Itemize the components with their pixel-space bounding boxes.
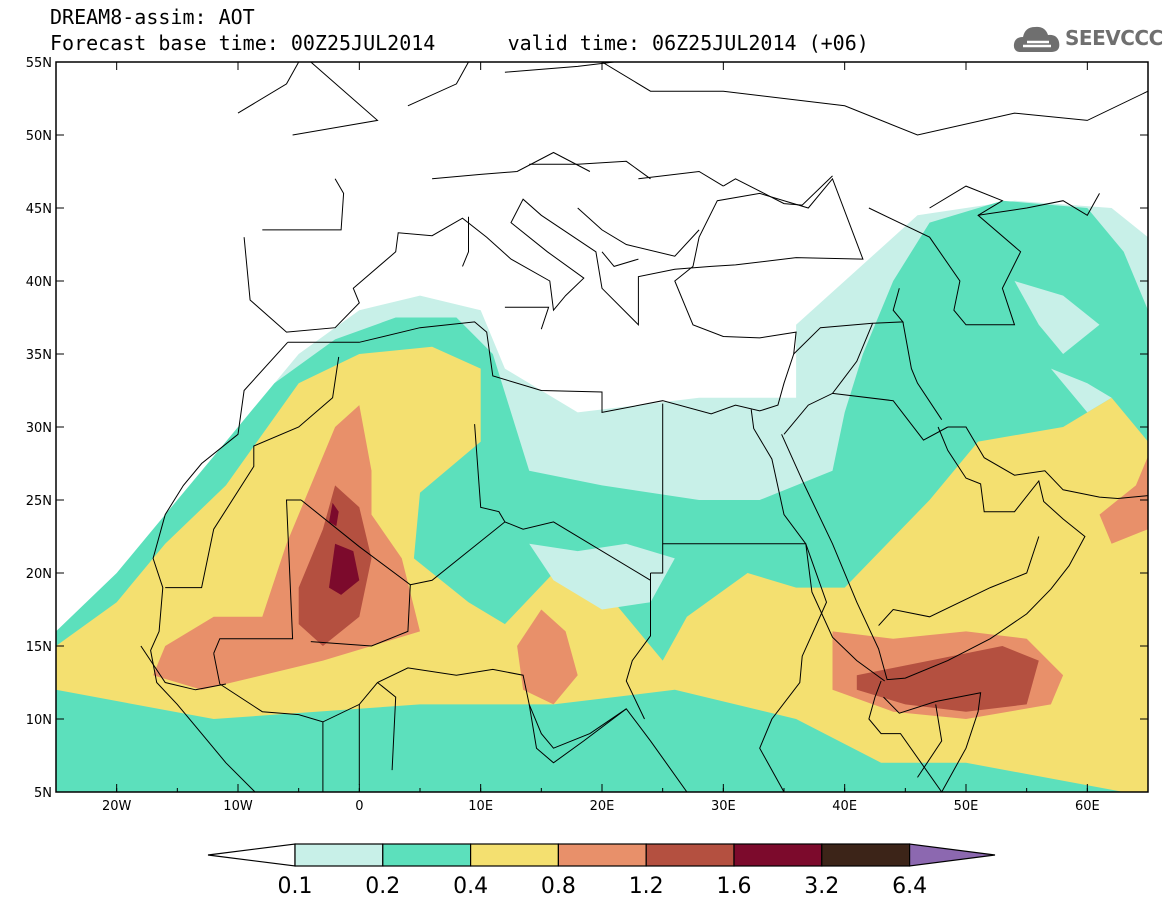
map-line-17 [213,499,302,654]
map-line-29 [868,680,943,792]
lon-tick-label: 20E [590,799,615,814]
colorbar-label: 0.8 [541,874,576,899]
colorbar-label: 0.2 [365,874,400,899]
aot-contour-1.2-8 [856,646,1039,712]
axis-ticks: 20W 10W 0 10E 20E 30E 40E 50E 60E 55N 50N 45N 40N 35N… [26,56,1149,814]
aot-contour-1.6-10 [329,502,339,527]
coastlines-and-borders [140,62,1148,792]
map-line-1 [150,341,289,792]
map-line-14 [883,692,982,792]
lat-tick-label: 55N [26,56,52,71]
colorbar-label: 0.4 [453,874,488,899]
map-line-5 [407,62,469,107]
map-line-16 [165,356,340,589]
colorbar-swatch [821,843,911,867]
lat-tick-label: 50N [26,129,52,144]
map-line-8 [504,306,550,330]
aot-contour-0.8-6 [1099,456,1148,544]
map-line-40 [529,160,651,180]
low-aot-area-1 [529,543,675,610]
lon-tick-label: 10E [468,799,493,814]
lat-tick-label: 30N [26,421,52,436]
seevccc-logo: SEEVCCC [1013,22,1163,56]
lat-tick-label: 5N [34,786,52,801]
colorbar: 0.1 0.2 0.4 0.8 1.2 1.6 3.2 6.4 [207,843,996,899]
lat-tick-label: 25N [26,494,52,509]
colorbar-label: 3.2 [804,874,839,899]
chart-title: DREAM8-assim: AOT [50,5,255,29]
colorbar-label: 1.2 [629,874,664,899]
map-line-3 [292,62,379,136]
lat-tick-label: 10N [26,713,52,728]
lon-tick-label: 50E [954,799,979,814]
lon-tick-label: 60E [1075,799,1100,814]
map-line-9 [723,175,833,206]
map-line-37 [140,645,226,691]
lat-tick-label: 15N [26,640,52,655]
lon-tick-label: 10W [223,799,253,814]
map-line-26 [832,392,949,441]
lat-tick-label: 20N [26,567,52,582]
map-line-18 [300,499,411,647]
colorbar-label: 6.4 [892,874,927,899]
map-line-27 [902,321,943,420]
valid-time-label: valid time: 06Z25JUL2014 (+06) [507,31,869,55]
aot-contour-1.6-9 [329,543,360,595]
map-line-0 [243,177,864,415]
map-line-43 [601,251,639,267]
chart-subtitle-times: Forecast base time: 00Z25JUL2014 valid t… [50,31,869,55]
map-line-7 [462,216,469,267]
lon-tick-label: 0 [355,799,363,814]
map-line-28 [759,543,828,792]
colorbar-lower-arrow [207,843,296,867]
lon-tick-label: 40E [832,799,857,814]
map-line-41 [432,151,591,180]
low-aot-area-3 [1050,368,1112,413]
map-line-42 [577,207,700,257]
map-line-38 [601,62,1148,136]
colorbar-upper-arrow [908,843,996,867]
map-line-12 [781,426,1086,681]
lat-tick-label: 40N [26,275,52,290]
colorbar-label: 1.6 [717,874,752,899]
map-line-10 [868,185,1022,326]
colorbar-swatch [557,843,647,867]
map-line-35 [377,682,397,771]
map-line-20 [474,424,506,523]
base-time-label: Forecast base time: 00Z25JUL2014 [50,31,436,55]
map-line-30 [878,536,1040,626]
lat-tick-label: 35N [26,348,52,363]
map-line-24 [793,288,904,355]
lon-tick-label: 30E [711,799,736,814]
map-line-36 [528,704,688,792]
map-line-15 [978,193,1100,216]
map-line-13 [947,426,1148,500]
colorbar-swatch [733,843,823,867]
colorbar-swatch [382,843,472,867]
lat-tick-label: 45N [26,202,52,217]
low-aot-area-0 [56,62,1088,208]
map-line-4 [262,178,345,231]
colorbar-swatch [294,843,384,867]
colorbar-label: 0.1 [278,874,313,899]
map-line-32 [213,653,627,749]
map-line-2 [237,62,300,114]
map-line-39 [638,170,724,187]
cloud-icon [1013,26,1060,52]
low-aot-area-2 [1014,281,1100,354]
map-line-19 [410,521,651,720]
colorbar-swatch [470,843,560,867]
lon-tick-label: 20W [102,799,132,814]
colorbar-swatch [645,843,735,867]
map-line-22 [650,543,664,574]
logo-text: SEEVCCC [1065,26,1163,50]
aot-contour-fields [56,62,1148,792]
aot-contour-0.8-4 [517,609,578,705]
map-line-31 [917,704,943,778]
